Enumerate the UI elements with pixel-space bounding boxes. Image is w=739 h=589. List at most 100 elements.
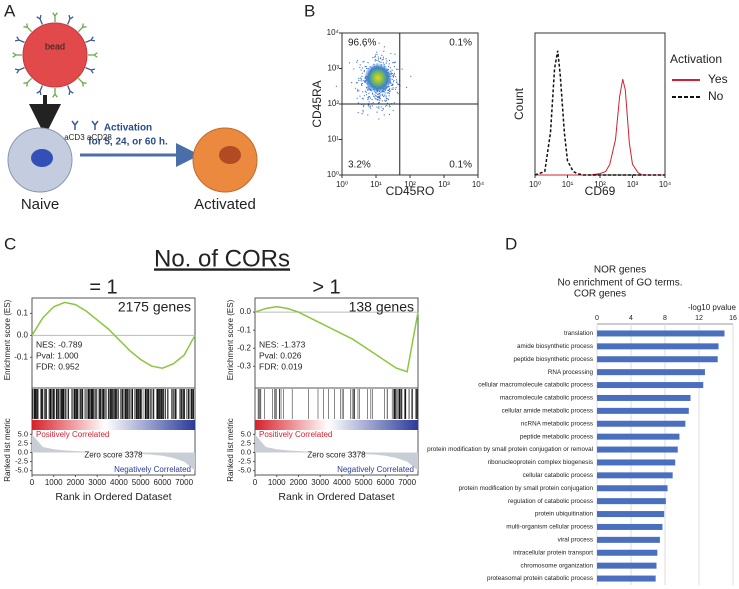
x-tick-label: 6000 [154, 478, 172, 487]
density-dot [391, 88, 393, 90]
density-dot [360, 83, 363, 85]
density-dot [377, 58, 380, 60]
density-dot [389, 67, 392, 69]
y-axis-label: Enrichment score (ES) [3, 299, 12, 380]
x-tick-label: 5000 [355, 478, 373, 487]
density-dot [388, 113, 391, 116]
plot-frame [31, 297, 196, 476]
density-dot [385, 99, 387, 101]
density-dot [386, 97, 388, 100]
bar [597, 562, 657, 569]
density-dot [358, 77, 360, 80]
y-axis-label: CD45RA [310, 80, 324, 127]
bar [597, 330, 725, 337]
density-dot [383, 95, 385, 98]
density-dot [394, 53, 396, 55]
y-tick-label: 0.0 [240, 307, 252, 316]
x-tick-label: 0 [253, 478, 258, 487]
density-dot [383, 46, 385, 48]
density-dot [387, 89, 389, 91]
antibody [23, 77, 33, 87]
density-dot [377, 96, 379, 99]
x-tick-label: 0 [30, 478, 35, 487]
density-dot [387, 98, 389, 100]
x-tick-label: 4 [629, 315, 633, 322]
density-dot [357, 102, 359, 104]
x-tick-label: 10⁴ [659, 180, 672, 189]
nucleus [31, 149, 53, 167]
density-dot [362, 106, 365, 108]
y-tick-label: -0.1 [237, 325, 251, 334]
density-dot [362, 111, 364, 113]
density-dot [378, 95, 380, 97]
x-axis-label: Rank in Ordered Dataset [55, 491, 171, 503]
density-dot [362, 61, 364, 63]
bar [597, 369, 705, 376]
x-tick-label: 2000 [67, 478, 85, 487]
stat: NES: -1.373 [259, 339, 306, 349]
y-tick-label: -0.3 [237, 361, 251, 370]
category-label: cellular amide metabolic process [502, 408, 593, 415]
density-dot [392, 62, 394, 64]
density-dot [383, 114, 385, 116]
density-dot [363, 45, 366, 47]
density-dot [366, 87, 368, 89]
density-dot [392, 109, 394, 111]
x-tick-label: 16 [729, 315, 737, 322]
antibody [23, 23, 33, 33]
positive-label: Positively Correlated [259, 430, 332, 439]
bar [597, 356, 718, 363]
density-dot [376, 51, 378, 53]
density-dot [390, 84, 392, 87]
category-label: chromosome organization [521, 562, 594, 569]
density-dot [384, 94, 386, 96]
density-dot [356, 61, 358, 63]
density-dot [391, 69, 393, 71]
density-dot [361, 84, 363, 86]
density-dot [362, 109, 364, 112]
bar [597, 498, 666, 505]
plot-frame [254, 297, 419, 476]
density-dot [374, 96, 376, 98]
density-dot [381, 109, 383, 112]
metric-axis-label: Ranked list metric [226, 418, 235, 482]
nucleus [219, 146, 241, 164]
density-dot [382, 58, 384, 60]
density-dot [367, 62, 369, 64]
y-tick-label: 0.0 [17, 330, 29, 339]
density-dot [363, 95, 365, 97]
metric-tick-label: -2.5 [15, 457, 28, 466]
zero-label: Zero score 3378 [84, 451, 143, 460]
density-dot [368, 96, 370, 98]
bar [597, 549, 658, 556]
bar [597, 343, 719, 350]
density-dot [378, 107, 380, 109]
density-dot [371, 98, 373, 101]
plot-frame [534, 32, 666, 176]
density-dot [393, 74, 395, 76]
category-label: protein ubiquitination [535, 511, 594, 518]
density-dot [368, 96, 371, 98]
stat: FDR: 0.952 [36, 361, 80, 371]
density-dot [389, 88, 391, 90]
density-dot [391, 84, 394, 86]
density-dot [356, 60, 359, 62]
x-tick-label: 10³ [627, 180, 639, 189]
density-dot [359, 77, 362, 79]
metric-tick-label: 5.0 [18, 429, 28, 438]
bar [597, 575, 656, 582]
density-dot [388, 59, 391, 62]
density-dot [355, 82, 358, 84]
x-tick-label: 10⁰ [336, 180, 348, 189]
density-dot [391, 83, 393, 85]
density-dot [380, 61, 382, 64]
density-dot [383, 50, 385, 52]
density-dot [361, 75, 363, 77]
density-dot [390, 52, 392, 55]
bar [597, 433, 680, 440]
x-tick-label: 10⁴ [472, 180, 485, 189]
density-dot [362, 98, 364, 100]
density-dot [396, 81, 398, 84]
density-dot [360, 80, 362, 82]
bead-drawing [12, 12, 98, 98]
